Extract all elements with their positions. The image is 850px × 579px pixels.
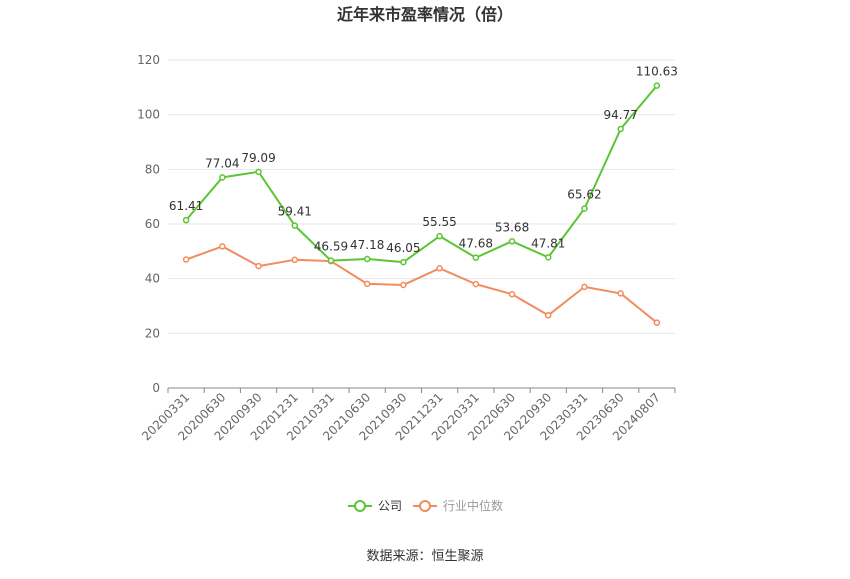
legend-label: 公司 bbox=[378, 499, 402, 513]
data-point bbox=[472, 280, 480, 288]
data-point bbox=[581, 205, 588, 212]
y-tick-label: 20 bbox=[145, 326, 160, 340]
y-tick-label: 80 bbox=[145, 162, 160, 176]
data-point bbox=[472, 254, 480, 261]
data-label: 53.68 bbox=[495, 220, 529, 234]
data-label: 59.41 bbox=[278, 205, 312, 219]
data-point bbox=[581, 283, 588, 291]
data-point bbox=[617, 290, 624, 297]
legend-item: 行业中位数 bbox=[413, 498, 503, 513]
x-axis: 2020033120200630202009302020123120210331… bbox=[139, 387, 676, 443]
data-label: 55.55 bbox=[422, 215, 456, 229]
data-point bbox=[363, 255, 371, 263]
data-point bbox=[219, 174, 226, 181]
data-label: 61.41 bbox=[169, 199, 203, 213]
chart-title: 近年来市盈率情况（倍） bbox=[337, 5, 513, 24]
data-label: 47.81 bbox=[531, 236, 565, 250]
y-axis: 0 20 40 60 80 100 120 bbox=[137, 53, 160, 395]
y-tick-label: 60 bbox=[145, 217, 160, 231]
source-note: 数据来源：恒生聚源 bbox=[366, 549, 483, 564]
data-point bbox=[291, 222, 298, 229]
data-point bbox=[219, 243, 226, 250]
data-point bbox=[255, 168, 262, 176]
data-point bbox=[363, 280, 371, 288]
data-point bbox=[508, 238, 516, 245]
data-point bbox=[291, 256, 298, 264]
data-label: 94.77 bbox=[603, 108, 637, 122]
data-point bbox=[400, 258, 407, 266]
series-line bbox=[185, 84, 658, 264]
legend-label: 行业中位数 bbox=[443, 498, 503, 513]
data-label: 77.04 bbox=[205, 156, 239, 170]
legend-item: 公司 bbox=[348, 499, 402, 513]
data-point bbox=[653, 319, 661, 326]
data-point bbox=[508, 290, 516, 298]
data-point bbox=[255, 262, 262, 270]
data-point bbox=[545, 312, 552, 319]
series-group bbox=[182, 82, 661, 326]
data-point bbox=[436, 265, 443, 272]
data-label: 79.09 bbox=[241, 151, 275, 165]
data-point bbox=[327, 257, 335, 264]
y-tick-label: 100 bbox=[137, 108, 160, 122]
data-label: 46.05 bbox=[386, 241, 420, 255]
data-labels: 61.41 77.04 79.09 59.41 46.59 47.18 46.0555.55… bbox=[169, 65, 678, 256]
y-tick-label: 120 bbox=[137, 53, 160, 67]
data-point bbox=[182, 256, 190, 263]
legend-marker bbox=[419, 500, 431, 512]
data-label: 47.18 bbox=[350, 238, 384, 252]
data-label: 46.59 bbox=[314, 240, 348, 254]
data-label: 65.62 bbox=[567, 188, 601, 202]
data-point bbox=[653, 82, 661, 89]
data-point bbox=[400, 281, 407, 289]
data-point bbox=[545, 254, 552, 261]
grid-lines bbox=[168, 59, 675, 334]
data-point bbox=[436, 232, 443, 240]
data-point bbox=[617, 125, 624, 133]
series-line bbox=[185, 245, 658, 324]
data-label: 110.63 bbox=[636, 65, 678, 79]
legend-marker bbox=[354, 500, 366, 512]
data-label: 47.68 bbox=[459, 237, 493, 251]
y-tick-label: 0 bbox=[152, 381, 160, 395]
data-point bbox=[182, 216, 190, 224]
y-tick-label: 40 bbox=[145, 272, 160, 286]
legend: 公司 行业中位数 bbox=[348, 498, 503, 513]
